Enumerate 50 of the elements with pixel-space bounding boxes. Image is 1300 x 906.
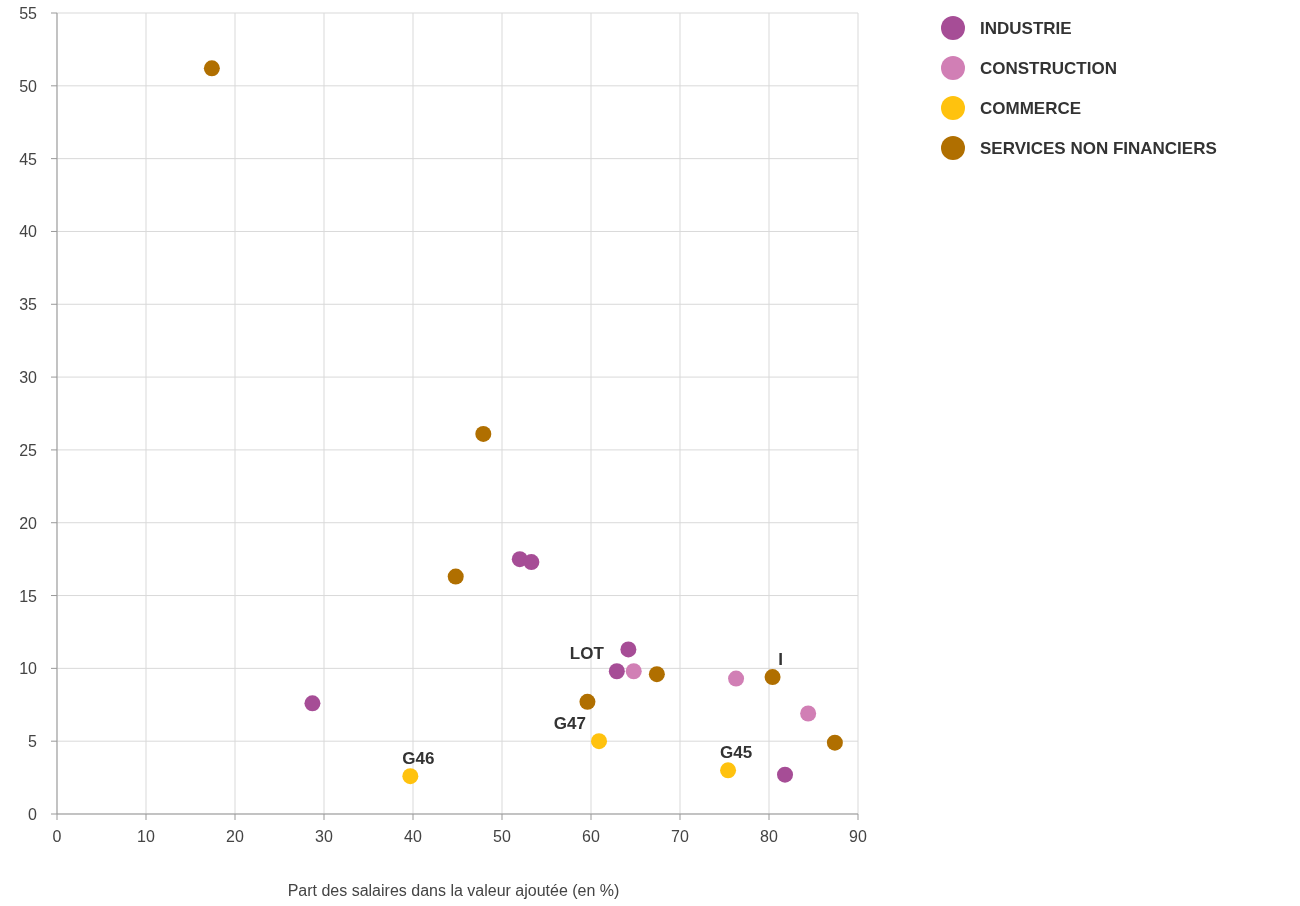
x-tick-label: 60 <box>582 828 600 845</box>
x-tick-label: 30 <box>315 828 333 845</box>
point <box>625 663 642 680</box>
y-tick-label: 55 <box>19 5 38 22</box>
legend-label: COMMERCE <box>980 99 1082 118</box>
annotation: I <box>778 650 783 670</box>
x-axis-title: Part des salaires dans la valeur ajoutée (en %) <box>287 882 620 899</box>
y-tick-label: 25 <box>19 441 38 459</box>
y-tick-label: 45 <box>19 150 38 168</box>
point <box>608 663 625 680</box>
annotation: LOT <box>569 644 605 664</box>
point <box>620 641 637 658</box>
point <box>800 705 817 722</box>
x-tick-label: 0 <box>52 828 62 845</box>
point <box>591 733 608 750</box>
y-tick-label: 0 <box>28 806 38 823</box>
legend-label: SERVICES NON FINANCIERS <box>980 139 1217 158</box>
x-tick-label: 50 <box>493 828 511 845</box>
y-tick-label: 5 <box>28 733 38 751</box>
point <box>720 762 737 779</box>
point <box>523 554 540 571</box>
x-tick-label: 70 <box>671 828 689 845</box>
y-tick-label: 50 <box>19 77 38 95</box>
point <box>648 666 665 683</box>
x-tick-label: 40 <box>404 828 422 845</box>
x-tick-label: 10 <box>137 828 155 845</box>
y-tick-label: 10 <box>19 660 38 678</box>
point <box>777 766 794 783</box>
point <box>764 669 781 686</box>
y-tick-label: 40 <box>19 223 38 241</box>
point <box>826 734 843 751</box>
point <box>728 670 745 687</box>
y-tick-label: 30 <box>19 369 38 387</box>
point <box>475 425 492 442</box>
legend-label: INDUSTRIE <box>980 19 1072 38</box>
point <box>402 768 419 785</box>
x-tick-label: 90 <box>849 828 867 845</box>
point <box>203 60 220 77</box>
legend-label: CONSTRUCTION <box>980 59 1117 78</box>
annotation: G46 <box>402 749 435 769</box>
x-tick-label: 20 <box>226 828 244 845</box>
annotation: G45 <box>719 743 753 763</box>
x-tick-label: 80 <box>760 828 778 845</box>
annotation: G47 <box>553 714 587 734</box>
point <box>447 568 464 585</box>
y-tick-label: 35 <box>19 296 38 314</box>
y-tick-label: 20 <box>19 514 38 532</box>
point <box>304 695 321 712</box>
y-tick-label: 15 <box>19 587 38 605</box>
point <box>579 693 596 710</box>
